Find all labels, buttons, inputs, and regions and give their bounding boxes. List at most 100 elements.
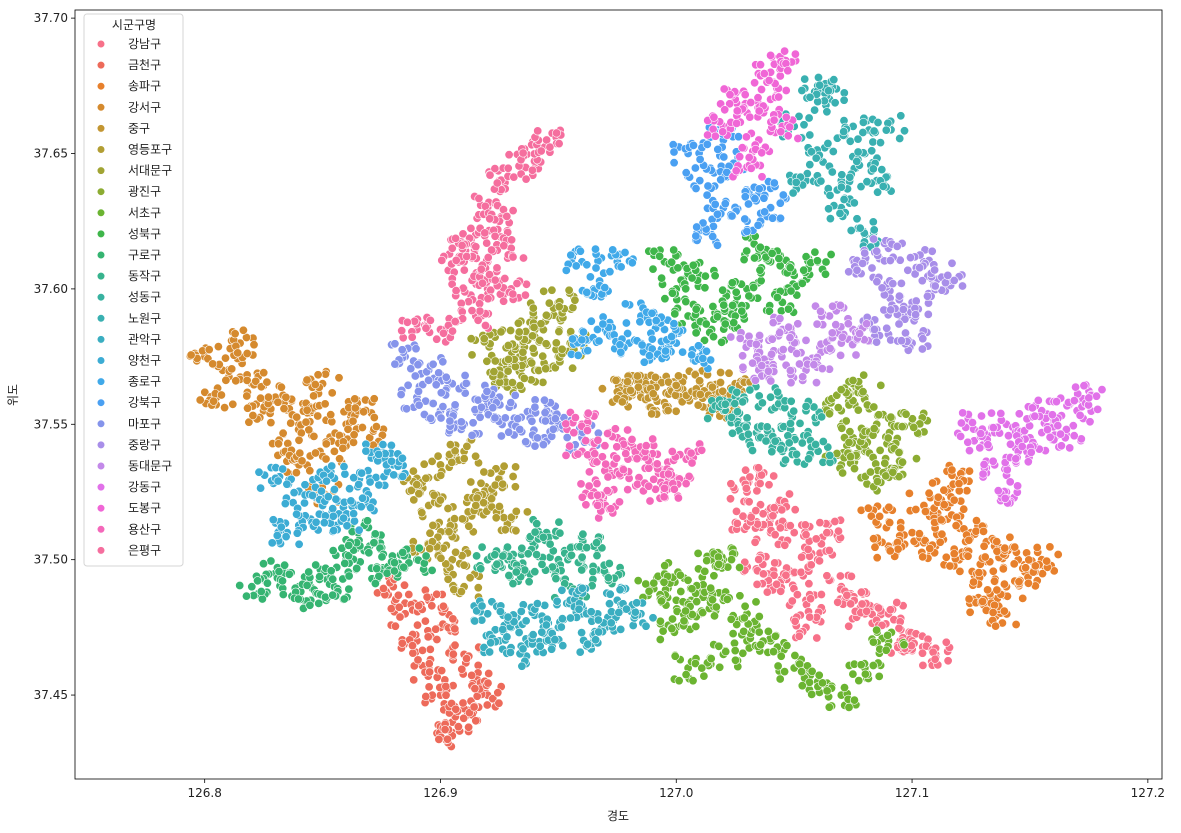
data-point: [458, 698, 468, 708]
data-point: [490, 356, 500, 366]
data-point: [971, 516, 981, 526]
data-point: [530, 527, 540, 537]
data-point: [739, 626, 749, 636]
data-point: [311, 517, 321, 527]
data-point: [508, 252, 518, 262]
data-point: [786, 378, 796, 388]
data-point: [432, 634, 442, 644]
data-point: [667, 446, 677, 456]
legend-title: 시군구명: [112, 18, 156, 32]
data-point: [349, 430, 359, 440]
data-point: [606, 618, 616, 628]
data-point: [354, 525, 364, 535]
data-point: [710, 271, 720, 281]
data-point: [738, 351, 748, 361]
data-point: [310, 448, 320, 458]
data-point: [503, 366, 513, 376]
data-point: [424, 682, 434, 692]
legend-marker: [96, 398, 106, 407]
data-point: [537, 559, 547, 569]
data-point: [706, 355, 716, 365]
data-point: [386, 440, 396, 450]
data-point: [1018, 593, 1028, 603]
data-point: [852, 214, 862, 224]
data-point: [518, 644, 528, 654]
data-point: [459, 454, 469, 464]
data-point: [533, 126, 543, 136]
data-point: [695, 154, 705, 164]
data-point: [959, 504, 969, 514]
data-point: [825, 450, 835, 460]
data-point: [527, 416, 537, 426]
data-point: [566, 250, 576, 260]
data-point: [424, 659, 434, 669]
data-point: [284, 569, 294, 579]
data-point: [876, 380, 886, 390]
data-point: [321, 439, 331, 449]
data-point: [869, 126, 879, 136]
data-point: [826, 250, 836, 260]
data-point: [670, 651, 680, 661]
data-point: [437, 255, 447, 265]
data-point: [750, 537, 760, 547]
data-point: [545, 142, 555, 152]
data-point: [667, 288, 677, 298]
data-point: [776, 586, 786, 596]
data-point: [822, 571, 832, 581]
data-point: [681, 606, 691, 616]
data-point: [690, 370, 700, 380]
data-point: [479, 498, 489, 508]
data-point: [541, 364, 551, 374]
data-point: [248, 410, 258, 420]
data-point: [660, 561, 670, 571]
data-point: [540, 600, 550, 610]
data-point: [494, 501, 504, 511]
data-point: [978, 596, 988, 606]
data-point: [744, 291, 754, 301]
data-point: [677, 397, 687, 407]
data-point: [673, 263, 683, 273]
data-point: [750, 194, 760, 204]
data-point: [421, 473, 431, 483]
data-point: [1032, 542, 1042, 552]
data-point: [520, 290, 530, 300]
data-point: [927, 246, 937, 256]
data-point: [892, 241, 902, 251]
legend-label: 용산구: [128, 522, 161, 536]
data-point: [731, 287, 741, 297]
data-point: [436, 388, 446, 398]
data-point: [413, 360, 423, 370]
legend-marker: [96, 250, 106, 260]
data-point: [632, 479, 642, 489]
data-point: [835, 208, 845, 218]
legend-marker: [96, 145, 106, 154]
data-point: [1056, 429, 1066, 439]
data-point: [863, 503, 873, 513]
data-point: [544, 298, 554, 308]
data-point: [655, 251, 665, 261]
data-point: [504, 150, 514, 160]
data-point: [627, 434, 637, 444]
data-point: [706, 654, 716, 664]
data-point: [527, 331, 537, 341]
data-point: [719, 300, 729, 310]
data-point: [868, 164, 878, 174]
data-point: [395, 612, 405, 622]
data-point: [789, 406, 799, 416]
data-point: [947, 258, 957, 268]
data-point: [1042, 556, 1052, 566]
data-point: [421, 551, 431, 561]
data-point: [976, 411, 986, 421]
data-point: [334, 373, 344, 383]
data-point: [532, 550, 542, 560]
data-point: [603, 573, 613, 583]
data-point: [775, 213, 785, 223]
data-point: [399, 580, 409, 590]
data-point: [292, 412, 302, 422]
data-point: [937, 529, 947, 539]
data-point: [801, 530, 811, 540]
data-point: [746, 512, 756, 522]
data-point: [581, 436, 591, 446]
data-point: [761, 436, 771, 446]
data-point: [451, 547, 461, 557]
